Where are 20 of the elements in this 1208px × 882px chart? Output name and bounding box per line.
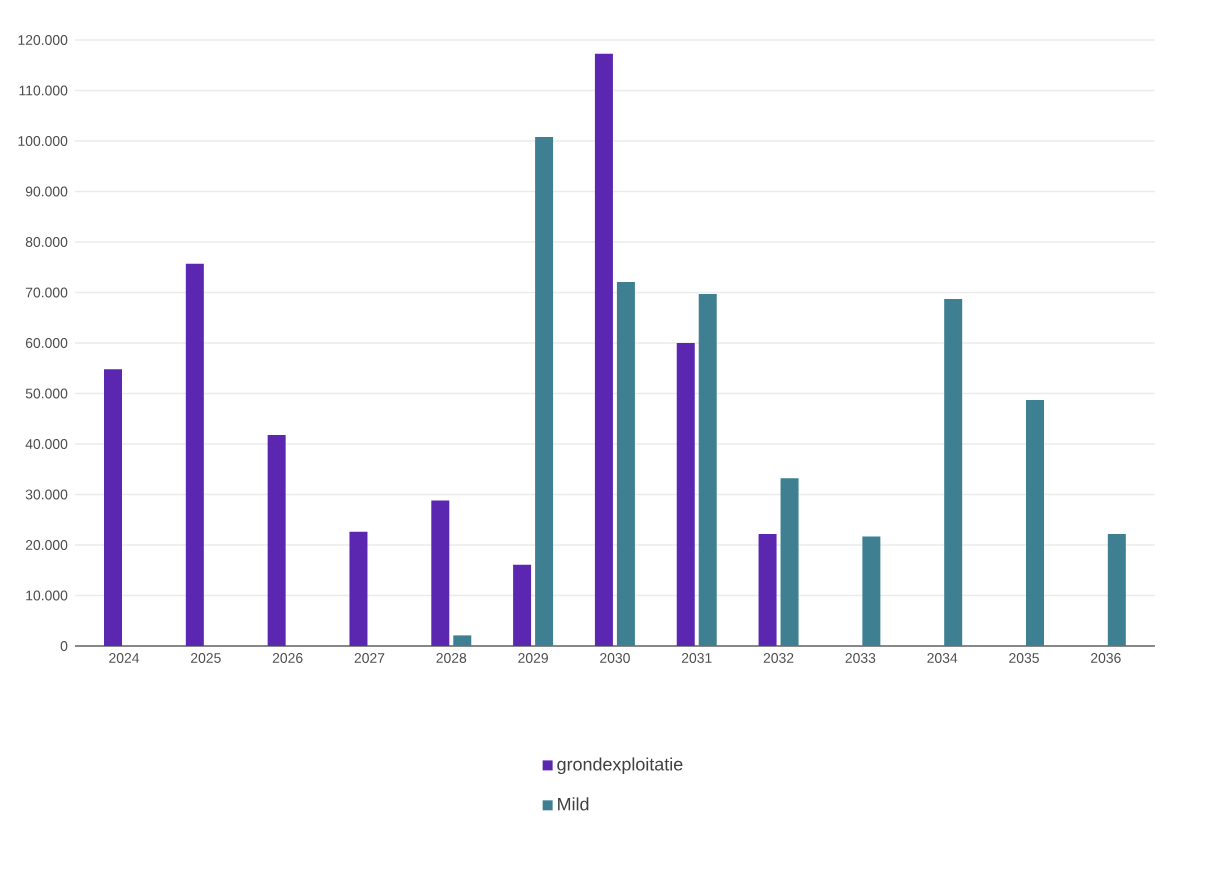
bar	[104, 369, 123, 646]
bar	[698, 294, 717, 646]
bar	[535, 136, 554, 646]
bar	[513, 564, 532, 646]
bar	[1026, 400, 1045, 646]
bar	[267, 434, 286, 646]
bar	[453, 635, 472, 646]
legend-label: grondexploitatie	[557, 757, 683, 775]
bar	[676, 343, 695, 646]
bar	[616, 281, 635, 646]
bar	[758, 533, 777, 646]
bar	[944, 299, 963, 646]
legend-label: Mild	[558, 797, 589, 811]
bar	[594, 53, 613, 646]
bar	[780, 478, 799, 646]
bar	[185, 263, 204, 646]
bar	[862, 536, 881, 646]
bar	[431, 500, 450, 646]
bar	[349, 531, 368, 646]
bar	[1107, 533, 1126, 646]
